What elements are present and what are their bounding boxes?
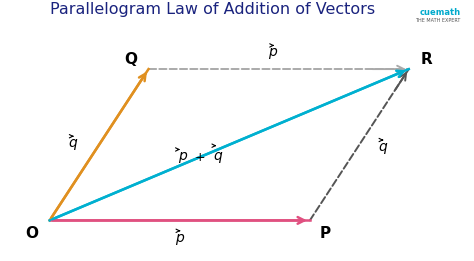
Text: $q$: $q$ — [68, 137, 78, 152]
Text: $q$: $q$ — [213, 151, 223, 165]
Text: $p$: $p$ — [178, 151, 188, 165]
Text: O: O — [25, 226, 38, 241]
Text: Parallelogram Law of Addition of Vectors: Parallelogram Law of Addition of Vectors — [50, 2, 375, 17]
Text: $q$: $q$ — [378, 141, 388, 156]
Text: cuemath: cuemath — [419, 8, 461, 17]
Text: $p$: $p$ — [174, 232, 185, 247]
Text: R: R — [421, 52, 433, 67]
Text: THE MATH EXPERT: THE MATH EXPERT — [415, 18, 461, 23]
Text: $+$: $+$ — [194, 151, 205, 164]
Text: P: P — [320, 226, 331, 241]
Text: $p$: $p$ — [268, 46, 279, 61]
Text: Q: Q — [124, 52, 137, 67]
